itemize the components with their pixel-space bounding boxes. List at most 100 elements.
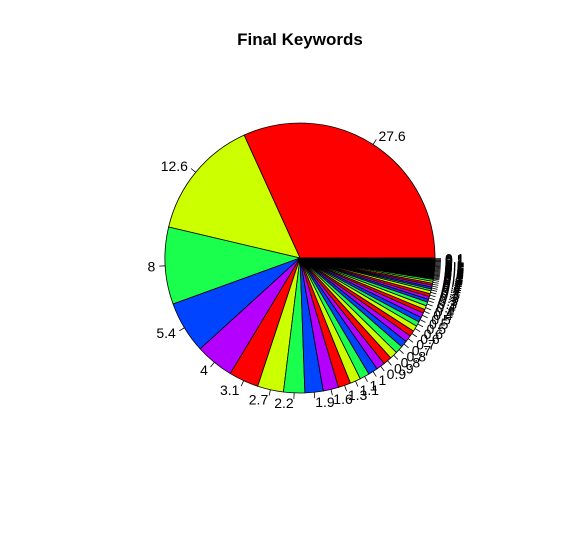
label-tick [423, 310, 430, 314]
label-tick [355, 380, 359, 387]
slice-label: 1.1 [360, 382, 380, 398]
slice-label: 2.2 [274, 395, 294, 411]
slice-label: 0.9 [387, 366, 407, 382]
slice-label: 4 [200, 362, 208, 378]
label-tick [434, 269, 441, 272]
slice-label: 0.1 [445, 260, 465, 276]
slice-label: 0.3 [440, 287, 460, 303]
slice-label: 0.1 [444, 268, 464, 284]
label-tick [190, 168, 196, 173]
slice-label: 0.1 [444, 266, 464, 282]
slice-label: 0.2 [441, 284, 461, 300]
label-tick [434, 270, 441, 273]
slice-label: 0.1 [444, 263, 464, 279]
pie-slice [299, 257, 436, 260]
label-tick [431, 287, 438, 290]
slice-label: 0.1 [445, 252, 465, 268]
slice-label: 5.4 [156, 325, 176, 341]
slice-label: 0.1 [444, 264, 464, 280]
label-tick [407, 338, 414, 343]
label-tick [431, 285, 438, 288]
slice-label: 8 [147, 258, 155, 274]
label-tick [380, 365, 385, 372]
slice-label: 0.1 [444, 270, 464, 286]
label-tick [422, 314, 428, 319]
slice-label: 0.5 [427, 321, 447, 337]
slice-label: 0.1 [445, 261, 465, 277]
slice-label: 0.2 [443, 274, 463, 290]
slice-label: 0.2 [442, 280, 462, 296]
label-tick [372, 139, 377, 145]
label-tick [433, 274, 440, 277]
slice-label: 0.1 [444, 262, 464, 278]
slice-label: 0.1 [445, 259, 465, 275]
label-tick [387, 360, 392, 366]
slice-label: 1.6 [333, 391, 353, 407]
slice-label: 0.1 [444, 267, 464, 283]
label-tick [425, 307, 432, 311]
slice-label: 0.4 [436, 299, 456, 315]
slice-label: 0.1 [445, 251, 465, 267]
label-tick [427, 300, 434, 304]
label-tick [419, 319, 426, 323]
pie-labels: 27.612.685.443.12.7 2.2 1.91.61.31.11 1 0.90… [147, 128, 464, 411]
label-tick [434, 272, 441, 275]
slice-label: 0.1 [445, 257, 465, 273]
slice-label: 1.3 [348, 387, 368, 403]
slice-label: 0.3 [439, 290, 459, 306]
chart-title: Final Keywords [237, 30, 363, 49]
label-tick [313, 392, 316, 399]
label-tick [179, 327, 185, 332]
label-tick [240, 380, 244, 387]
label-tick [210, 362, 215, 368]
pie-slice [164, 226, 302, 305]
slice-label: 12.6 [161, 158, 188, 174]
slice-label: 0.5 [431, 311, 451, 327]
slice-label: 0.7 [416, 337, 436, 353]
label-tick [433, 279, 440, 282]
slice-label: 0.2 [441, 282, 461, 298]
slice-label: 0.1 [443, 272, 463, 288]
slice-label: 0.7 [412, 342, 432, 358]
slice-label: 0.4 [433, 307, 453, 323]
label-tick [433, 278, 440, 281]
slice-label: 0.1 [443, 271, 463, 287]
slice-label: 0.1 [445, 256, 465, 272]
label-tick [434, 271, 441, 274]
slice-label: 0.8 [407, 348, 427, 364]
slice-label: 0.4 [435, 303, 455, 319]
label-tick [429, 294, 436, 298]
pie-slices [164, 122, 436, 394]
slice-label: 3.1 [220, 382, 240, 398]
slice-label: 0.1 [445, 254, 465, 270]
slice-label: 0.1 [444, 269, 464, 285]
slice-label: 1.9 [315, 394, 335, 410]
slice-label: 0.2 [443, 276, 463, 292]
label-tick [433, 276, 440, 279]
label-tick [433, 273, 441, 276]
label-tick [268, 389, 271, 396]
slice-label: 2.7 [249, 391, 269, 407]
slice-label: 0.1 [444, 265, 464, 281]
pie-slice [243, 122, 436, 259]
label-tick [411, 333, 418, 338]
label-tick [417, 323, 424, 328]
slice-label: 1 [369, 377, 377, 393]
label-tick [330, 389, 333, 396]
label-tick [426, 303, 433, 307]
label-tick [431, 289, 438, 292]
label-tick [344, 385, 347, 392]
slice-label: 0.5 [429, 316, 449, 332]
label-tick [433, 275, 440, 278]
slice-label: 1 [378, 372, 386, 388]
label-tick [398, 349, 404, 354]
slice-label: 0.9 [394, 360, 414, 376]
label-tick [433, 277, 440, 280]
slice-label: 0.1 [445, 255, 465, 271]
slice-label: 0.6 [424, 326, 444, 342]
label-tick [428, 297, 435, 301]
slice-label: 0.1 [445, 253, 465, 269]
label-tick [432, 281, 439, 284]
slice-label: 0.3 [439, 293, 459, 309]
